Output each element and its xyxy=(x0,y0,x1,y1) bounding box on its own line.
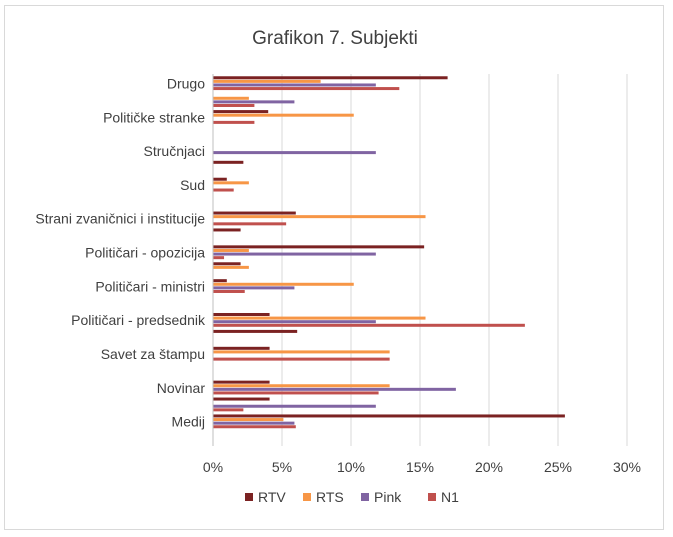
bar-pink-6 xyxy=(213,286,295,290)
bar-rts-0 xyxy=(213,79,321,83)
bar-extra-pink-9 xyxy=(213,404,376,408)
bar-pink-5 xyxy=(213,252,376,256)
category-label: Medij xyxy=(172,414,205,430)
category-label: Političari - ministri xyxy=(95,278,205,294)
bar-extra-rtv-9 xyxy=(213,397,270,401)
x-tick-label: 20% xyxy=(475,459,503,475)
legend-swatch-n1 xyxy=(428,493,436,501)
bar-pink-7 xyxy=(213,320,376,324)
bar-extra-rtv-2 xyxy=(213,160,244,164)
bar-rtv-7 xyxy=(213,312,270,316)
bar-extra-rtv-7 xyxy=(213,329,298,333)
category-label: Stručnjaci xyxy=(144,143,205,159)
category-label: Strani zvaničnici i institucije xyxy=(35,211,205,227)
category-label: Drugo xyxy=(167,75,205,91)
bar-extra-n1-0 xyxy=(213,103,255,107)
bar-extra-rtv-4 xyxy=(213,228,241,232)
bar-rtv-10 xyxy=(213,414,565,418)
bar-rtv-4 xyxy=(213,211,296,215)
bar-rtv-8 xyxy=(213,346,270,350)
x-tick-label: 25% xyxy=(544,459,572,475)
legend-label-pink: Pink xyxy=(374,489,402,505)
x-tick-label: 0% xyxy=(203,459,223,475)
bar-n1-5 xyxy=(213,256,225,260)
bar-rts-9 xyxy=(213,384,390,388)
bar-rtv-9 xyxy=(213,380,270,384)
chart: Grafikon 7. Subjekti 0% 5% 10% 15% 20% 25% 30%… xyxy=(35,28,641,505)
bar-rts-8 xyxy=(213,350,390,354)
legend-label-n1: N1 xyxy=(441,489,459,505)
bar-rtv-6 xyxy=(213,279,227,283)
legend-swatch-rtv xyxy=(245,493,253,501)
chart-title: Grafikon 7. Subjekti xyxy=(252,28,418,49)
bar-extra-rts-0 xyxy=(213,96,249,100)
bar-rts-4 xyxy=(213,215,426,219)
bar-rts-10 xyxy=(213,418,284,422)
category-label: Političke stranke xyxy=(103,109,205,125)
legend-swatch-rts xyxy=(303,493,311,501)
grid xyxy=(212,74,628,446)
bar-n1-8 xyxy=(213,357,390,361)
bar-n1-0 xyxy=(213,87,400,91)
legend-label-rtv: RTV xyxy=(258,489,286,505)
bar-n1-6 xyxy=(213,289,245,293)
bar-rts-1 xyxy=(213,113,354,117)
bar-rtv-3 xyxy=(213,177,227,181)
bar-rtv-1 xyxy=(213,110,269,114)
bar-pink-9 xyxy=(213,387,456,391)
bar-n1-10 xyxy=(213,425,296,429)
bar-n1-9 xyxy=(213,391,379,395)
legend-label-rts: RTS xyxy=(316,489,344,505)
bar-extra-pink-0 xyxy=(213,100,295,104)
bar-rts-5 xyxy=(213,248,249,252)
x-tick-label: 10% xyxy=(337,459,365,475)
category-label: Novinar xyxy=(157,380,206,396)
category-label: Savet za štampu xyxy=(101,346,205,362)
bar-n1-3 xyxy=(213,188,234,192)
category-label: Političari - predsednik xyxy=(71,312,206,328)
category-label: Sud xyxy=(180,177,205,193)
bar-pink-0 xyxy=(213,83,376,87)
bar-rts-7 xyxy=(213,316,426,320)
bar-pink-10 xyxy=(213,421,295,425)
bar-extra-rts-5 xyxy=(213,265,249,269)
chart-frame: Grafikon 7. Subjekti 0% 5% 10% 15% 20% 25% 30%… xyxy=(4,5,664,530)
bar-extra-rtv-5 xyxy=(213,262,241,266)
axes: 0% 5% 10% 15% 20% 25% 30% Drugo Političke strank… xyxy=(35,74,641,475)
x-tick-label: 5% xyxy=(272,459,292,475)
category-label: Političari - opozicija xyxy=(85,245,205,261)
bars xyxy=(213,76,565,429)
bar-pink-2 xyxy=(213,151,376,155)
bar-extra-n1-9 xyxy=(213,408,244,412)
bar-rtv-5 xyxy=(213,245,425,249)
legend-swatch-pink xyxy=(361,493,369,501)
legend: RTV RTS Pink N1 xyxy=(245,489,459,505)
bar-n1-1 xyxy=(213,120,255,124)
bar-rts-6 xyxy=(213,282,354,286)
x-tick-label: 30% xyxy=(613,459,641,475)
x-tick-label: 15% xyxy=(406,459,434,475)
bar-rts-3 xyxy=(213,181,249,185)
bar-n1-4 xyxy=(213,222,287,226)
bar-n1-7 xyxy=(213,323,525,327)
bar-rtv-0 xyxy=(213,76,448,80)
